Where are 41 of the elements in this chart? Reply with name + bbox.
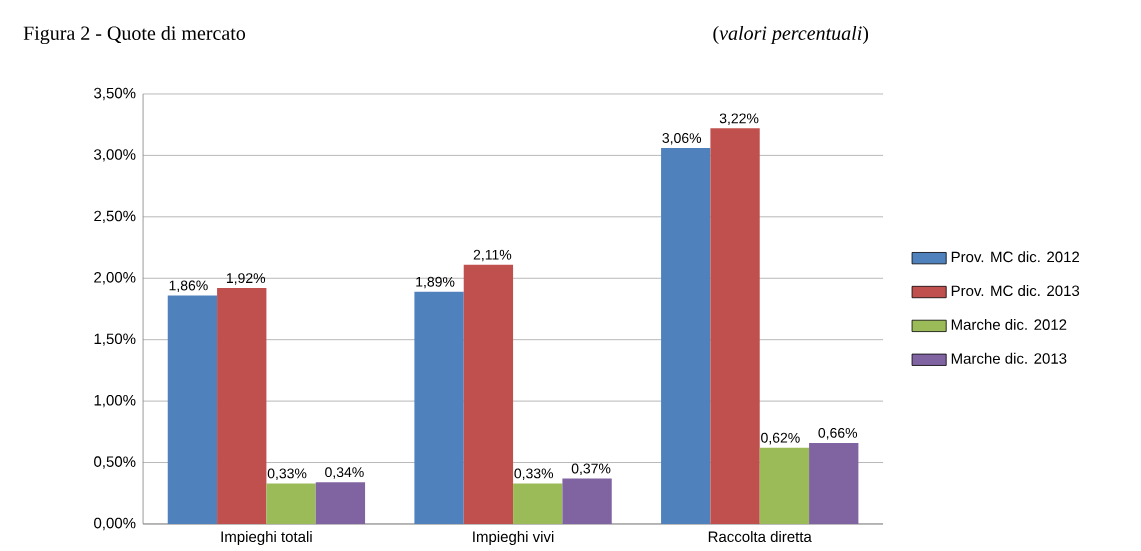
data-label: 0,62% — [761, 432, 800, 445]
chart-subtitle: (valori percentuali) — [713, 25, 869, 45]
data-label: 3,22% — [719, 113, 759, 125]
bar — [217, 288, 267, 524]
y-tick-label: 2,00% — [94, 272, 136, 285]
bar — [562, 478, 612, 524]
bar — [710, 128, 760, 524]
data-label: 0,34% — [325, 467, 364, 479]
bar — [513, 483, 563, 524]
y-tick-label: 0,00% — [94, 517, 136, 531]
bar — [661, 148, 711, 524]
data-label: 0,33% — [514, 468, 554, 481]
data-label: 1,89% — [416, 276, 455, 289]
data-label: 0,37% — [571, 463, 611, 476]
y-tick-label: 1,50% — [94, 333, 136, 346]
y-tick-label: 1,00% — [94, 394, 136, 408]
data-label: 2,11% — [473, 249, 512, 262]
legend-label: Marche dic. 2013 — [951, 352, 1067, 364]
data-label: 1,92% — [226, 273, 266, 285]
legend-label: Marche dic. 2012 — [951, 318, 1067, 330]
bar — [809, 442, 859, 524]
data-label: 3,06% — [662, 133, 702, 145]
x-tick-label: Impieghi vivi — [473, 531, 554, 545]
y-tick-label: 2,50% — [94, 210, 136, 224]
x-tick-label: Raccolta diretta — [708, 531, 812, 543]
bar — [759, 447, 810, 524]
bar — [315, 482, 366, 524]
bar — [266, 483, 316, 524]
chart-title: Figura 2 - Quote di mercato — [23, 25, 246, 45]
bar — [167, 295, 218, 524]
y-tick-label: 3,50% — [94, 87, 136, 101]
x-tick-label: Impieghi totali — [221, 531, 312, 545]
bar — [414, 291, 464, 524]
legend-label: Prov. MC dic. 2013 — [951, 285, 1080, 297]
bar — [463, 264, 514, 524]
data-label: 0,66% — [818, 427, 858, 440]
legend-label: Prov. MC dic. 2012 — [951, 251, 1080, 263]
y-tick-label: 3,00% — [94, 149, 136, 162]
data-label: 0,33% — [267, 468, 307, 481]
y-tick-label: 0,50% — [94, 456, 136, 469]
data-label: 1,86% — [169, 280, 208, 293]
